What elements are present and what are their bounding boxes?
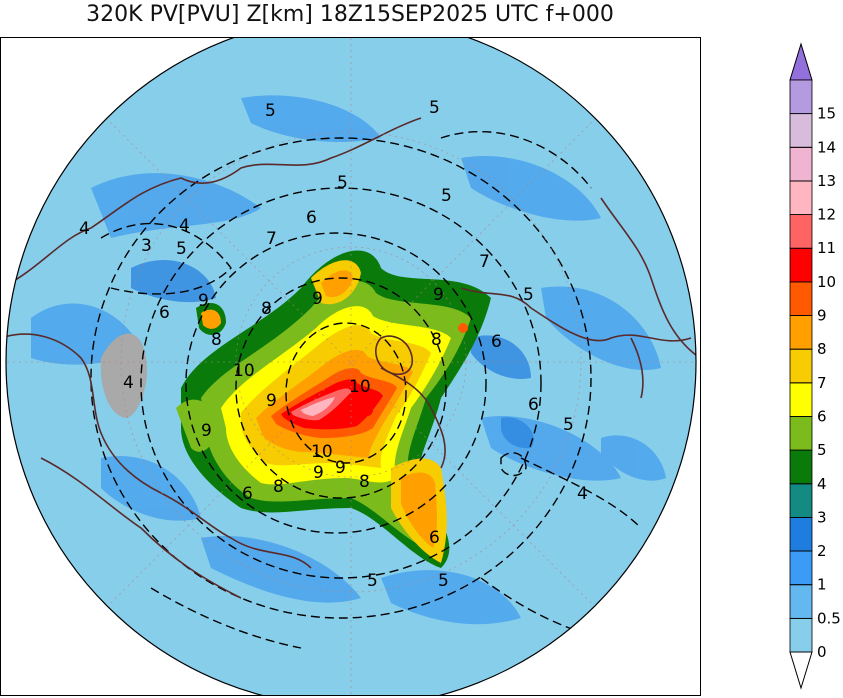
contour-label: 7 <box>266 229 277 249</box>
colorbar-box <box>789 113 813 148</box>
contour-label: 5 <box>337 173 348 193</box>
contour-label: 8 <box>431 330 442 350</box>
colorbar-box <box>789 79 813 115</box>
contour-label: 5 <box>563 415 574 435</box>
contour-label-group: 5 5 5 5 4 4 3 5 6 7 9 9 8 6 8 10 9 10 4 … <box>79 98 588 591</box>
colorbar-label: 10 <box>817 273 836 291</box>
colorbar-label: 4 <box>817 475 827 493</box>
colorbar-label: 0 <box>817 643 827 661</box>
colorbar-label: 9 <box>817 307 827 325</box>
colorbar-box <box>789 348 813 384</box>
colorbar-box <box>789 146 813 182</box>
colorbar-box <box>789 483 813 518</box>
contour-label: 5 <box>176 239 187 259</box>
contour-label: 5 <box>367 571 378 591</box>
contour-label: 6 <box>429 528 440 548</box>
contour-label: 5 <box>429 98 440 118</box>
contour-label: 4 <box>79 219 90 239</box>
colorbar-box <box>789 180 813 215</box>
colorbar-label: 6 <box>817 407 827 425</box>
colorbar-label: 5 <box>817 441 827 459</box>
contour-label: 9 <box>201 421 212 441</box>
contour-label: 9 <box>313 463 324 483</box>
pv-low-patches <box>31 95 666 625</box>
contour-label: 4 <box>123 373 134 393</box>
contour-label: 6 <box>528 395 539 415</box>
contour-label: 6 <box>306 208 317 228</box>
map-frame: 5 5 5 5 4 4 3 5 6 7 9 9 8 6 8 10 9 10 4 … <box>0 37 701 696</box>
contour-label: 3 <box>141 236 152 256</box>
contour-label: 9 <box>335 458 346 478</box>
colorbar-bottom-arrow <box>789 651 813 690</box>
colorbar-label: 7 <box>817 374 827 392</box>
colorbar-box <box>789 449 813 485</box>
colorbar-box <box>789 382 813 417</box>
colorbar-box <box>789 550 813 586</box>
colorbar-box <box>789 281 813 316</box>
colorbar-boxes <box>789 42 813 690</box>
colorbar-label: 12 <box>817 206 836 224</box>
contour-label: 9 <box>312 289 323 309</box>
pv-high-region <box>176 250 491 568</box>
contour-label: 8 <box>211 330 222 350</box>
contour-label: 7 <box>479 252 490 272</box>
colorbar-box <box>789 617 813 653</box>
colorbar-box <box>789 214 813 249</box>
gray-region <box>100 333 147 418</box>
colorbar-box <box>789 416 813 451</box>
contour-label: 6 <box>242 484 253 504</box>
coastlines <box>6 117 696 599</box>
contour-label: 5 <box>523 285 534 305</box>
lat-lon-grid <box>6 38 696 695</box>
contour-label: 6 <box>159 303 170 323</box>
contour-label: 8 <box>261 299 272 319</box>
contour-label: 5 <box>441 186 452 206</box>
contour-label: 8 <box>359 472 370 492</box>
colorbar-label: 3 <box>817 508 827 526</box>
contour-label: 5 <box>265 101 276 121</box>
colorbar-box <box>789 315 813 350</box>
contour-label: 6 <box>491 332 502 352</box>
height-contours <box>90 130 642 649</box>
colorbar-label: 8 <box>817 340 827 358</box>
contour-label: 5 <box>438 571 449 591</box>
contour-label: 4 <box>577 484 588 504</box>
colorbar-label: 14 <box>817 138 836 156</box>
colorbar-box <box>789 247 813 283</box>
colorbar-label: 0.5 <box>817 609 841 627</box>
contour-label: 10 <box>311 442 333 462</box>
colorbar-label: 1 <box>817 576 827 594</box>
contour-label: 9 <box>433 285 444 305</box>
contour-label: 10 <box>349 377 371 397</box>
colorbar-top-arrow <box>789 42 813 81</box>
colorbar-box <box>789 584 813 619</box>
colorbar-box <box>789 517 813 552</box>
colorbar-label: 13 <box>817 172 836 190</box>
contour-label: 8 <box>273 477 284 497</box>
map-boundary <box>5 38 697 695</box>
polar-map: 5 5 5 5 4 4 3 5 6 7 9 9 8 6 8 10 9 10 4 … <box>5 38 697 695</box>
contour-label: 10 <box>233 361 255 381</box>
contour-label: 4 <box>179 216 190 236</box>
contour-label: 9 <box>266 391 277 411</box>
colorbar-label: 2 <box>817 542 827 560</box>
contour-label: 9 <box>198 291 209 311</box>
colorbar-label: 15 <box>817 105 836 123</box>
map-title: 320K PV[PVU] Z[km] 18Z15SEP2025 UTC f+00… <box>86 2 614 27</box>
colorbar-label: 11 <box>817 239 836 257</box>
